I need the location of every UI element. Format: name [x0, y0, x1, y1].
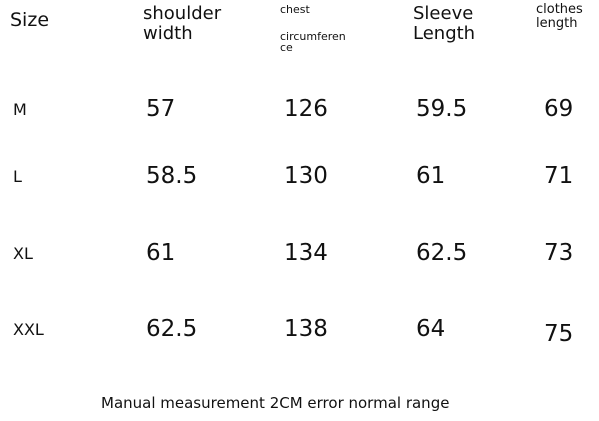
cell-value: 59.5 — [416, 96, 468, 122]
cell-value: 138 — [284, 316, 328, 342]
cell-value: 61 — [416, 163, 446, 189]
column-header: clothes — [536, 2, 583, 17]
row-label: M — [13, 100, 27, 119]
column-header: ce — [280, 41, 293, 54]
row-label: L — [13, 167, 22, 186]
column-header: shoulder — [143, 3, 222, 24]
column-header: width — [143, 23, 193, 44]
column-header: chest — [280, 3, 310, 16]
cell-value: 62.5 — [416, 240, 468, 266]
cell-value: 71 — [544, 163, 574, 189]
column-header: circumferen — [280, 30, 346, 43]
column-header: Sleeve — [413, 3, 474, 24]
footnote: Manual measurement 2CM error normal rang… — [101, 394, 450, 412]
cell-value: 61 — [146, 240, 176, 266]
cell-value: 134 — [284, 240, 328, 266]
cell-value: 75 — [544, 321, 574, 347]
cell-value: 130 — [284, 163, 328, 189]
column-header: Length — [413, 23, 476, 44]
cell-value: 69 — [544, 96, 574, 122]
cell-value: 64 — [416, 316, 446, 342]
cell-value: 73 — [544, 240, 574, 266]
row-label: XL — [13, 244, 33, 263]
column-header: length — [536, 16, 578, 31]
row-label: XXL — [13, 320, 44, 339]
column-header: Size — [10, 9, 50, 31]
cell-value: 57 — [146, 96, 176, 122]
cell-value: 58.5 — [146, 163, 198, 189]
cell-value: 62.5 — [146, 316, 198, 342]
cell-value: 126 — [284, 96, 328, 122]
